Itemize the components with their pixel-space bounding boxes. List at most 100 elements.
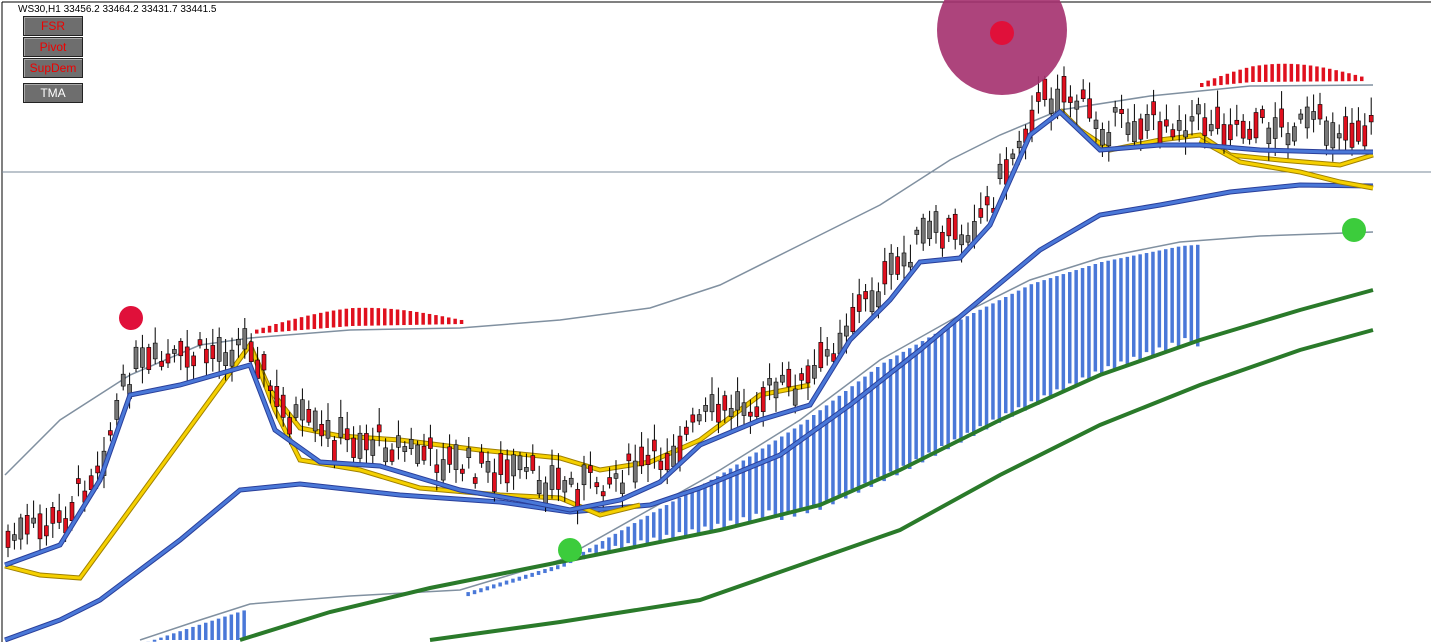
histogram-bar [427, 313, 432, 325]
histogram-bar [1219, 75, 1223, 86]
candle-body [1343, 116, 1348, 141]
histogram-bar [197, 624, 202, 640]
candle-body [268, 385, 273, 391]
histogram-bar [991, 303, 995, 420]
histogram-bar [472, 590, 477, 595]
candle-body [1292, 126, 1297, 142]
candle-body [376, 424, 382, 433]
candle-body [1311, 111, 1316, 120]
histogram-bar [1334, 70, 1338, 82]
button[interactable]: Pivot [23, 37, 83, 57]
histogram-bar [824, 405, 829, 501]
histogram-bar [908, 348, 912, 469]
histogram-bar [1112, 259, 1117, 371]
histogram-bar [594, 544, 598, 557]
histogram-bar [267, 325, 272, 333]
histogram-bar [280, 322, 285, 332]
candle-body [184, 346, 190, 368]
candle-body [338, 417, 344, 438]
histogram-bar [1151, 251, 1155, 357]
histogram-bar [652, 512, 656, 538]
candle-body [1279, 108, 1284, 128]
candle-body [274, 386, 280, 407]
histogram-bar [703, 483, 707, 527]
histogram-bar [792, 428, 797, 517]
candle-body [216, 337, 222, 362]
candle-body [357, 432, 363, 459]
candle-body [696, 414, 702, 422]
candle-body [56, 510, 62, 523]
histogram-bar [882, 362, 886, 482]
candle-body [1036, 92, 1041, 102]
candle-body [140, 347, 145, 368]
candle-body [1298, 113, 1304, 120]
histogram-bar [690, 490, 694, 530]
button[interactable]: FSR [23, 16, 83, 36]
candle-body [780, 374, 785, 383]
candle-body [1368, 115, 1374, 123]
histogram-bar [492, 584, 496, 589]
candle-body [709, 394, 715, 413]
histogram-bar [920, 341, 925, 463]
candle-body [242, 328, 248, 350]
histogram-bar [325, 311, 329, 328]
candle-body [1234, 119, 1240, 125]
histogram-bar [524, 574, 528, 579]
histogram-bar [255, 329, 259, 334]
candle-body [997, 163, 1003, 180]
histogram-bar [607, 537, 611, 554]
histogram-bar [485, 586, 490, 591]
candle-body [568, 477, 574, 485]
button[interactable]: SupDem [23, 58, 83, 78]
signal-zone [937, 0, 1067, 95]
histogram-bar [1232, 71, 1236, 84]
histogram-bar [671, 501, 675, 540]
histogram-bar [236, 612, 240, 640]
histogram-bar [888, 359, 893, 472]
candle-body [946, 217, 952, 237]
histogram-bar [844, 391, 848, 499]
candle-body [389, 449, 395, 462]
candle-body [1317, 104, 1323, 120]
candle-body [844, 325, 849, 337]
candle-body [108, 430, 113, 436]
candle-body [159, 361, 164, 367]
candle-body [1164, 119, 1169, 127]
histogram-bar [1016, 290, 1021, 408]
histogram-bar [748, 456, 752, 522]
candle-body [95, 465, 100, 474]
candle-body [639, 446, 644, 467]
histogram-bar [1176, 246, 1181, 347]
ma-fast [1058, 108, 1374, 167]
candle-body [383, 447, 388, 463]
histogram-bar [1106, 260, 1110, 367]
symbol-info: WS30,H1 33456.2 33464.2 33431.7 33441.5 [18, 4, 217, 15]
candle-body [24, 515, 30, 535]
histogram-bar [1196, 244, 1200, 347]
candle-body [664, 453, 670, 471]
histogram-bar [1308, 65, 1313, 82]
candle-body [204, 348, 209, 364]
histogram-bar [600, 541, 605, 549]
candle-body [479, 451, 484, 464]
candle-body [882, 261, 888, 285]
candle-body [901, 252, 907, 267]
candle-body [287, 417, 292, 435]
candle-body [799, 373, 804, 381]
histogram-bar [331, 310, 336, 328]
histogram-bar [927, 337, 931, 453]
histogram-bar [1087, 266, 1091, 381]
candle-body [223, 352, 228, 366]
candle-body [1356, 120, 1361, 142]
candle-body [492, 472, 497, 492]
histogram-bar [735, 464, 739, 526]
candle-body [1100, 129, 1105, 146]
histogram-bar [421, 312, 425, 325]
candle-body [556, 467, 561, 490]
candle-body [620, 482, 625, 494]
button[interactable]: TMA [23, 83, 83, 103]
histogram-bar [210, 620, 214, 640]
candle-body [421, 445, 427, 461]
histogram-bar [447, 317, 451, 325]
histogram-bar [1004, 297, 1008, 414]
